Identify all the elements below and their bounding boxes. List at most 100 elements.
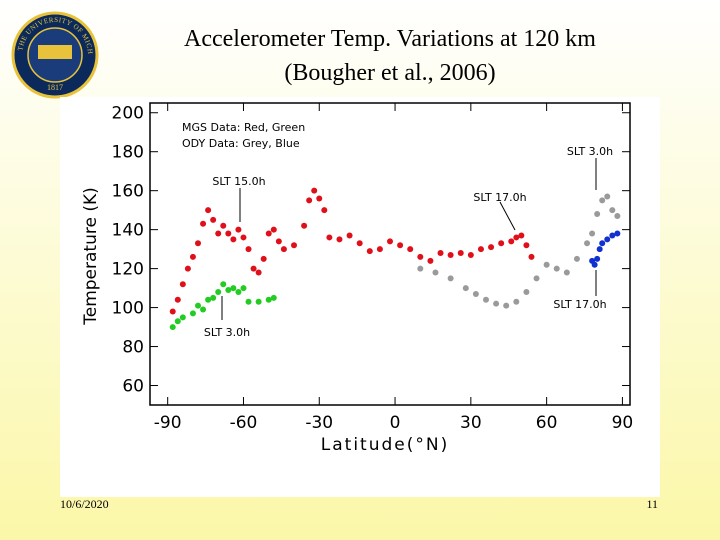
- x-tick-label: 30: [460, 413, 482, 433]
- logo-year: 1817: [47, 83, 63, 92]
- point: [235, 288, 242, 295]
- point: [356, 240, 363, 247]
- point: [311, 187, 318, 194]
- point: [609, 207, 616, 214]
- point: [533, 275, 540, 282]
- annotation: ODY Data: Grey, Blue: [182, 137, 300, 150]
- point: [210, 294, 217, 301]
- point: [225, 230, 232, 237]
- point: [437, 250, 444, 257]
- annotation: SLT 17.0h: [553, 298, 606, 311]
- leaders: [221, 158, 597, 320]
- point: [245, 298, 252, 305]
- point: [240, 234, 247, 241]
- chart-panel: [60, 97, 660, 497]
- point: [596, 246, 603, 253]
- point: [169, 324, 176, 331]
- point: [230, 236, 237, 243]
- point: [508, 238, 515, 245]
- date: 10/6/2020: [60, 497, 109, 511]
- point: [609, 232, 616, 239]
- x-tick-label: 90: [612, 413, 634, 433]
- point: [321, 207, 328, 214]
- point: [275, 238, 282, 245]
- point: [326, 234, 333, 241]
- point: [417, 265, 424, 272]
- point: [591, 261, 598, 268]
- page-number: 11: [646, 497, 658, 511]
- point: [503, 302, 510, 309]
- point: [179, 281, 186, 288]
- point: [523, 288, 530, 295]
- point: [614, 213, 621, 220]
- point: [255, 269, 262, 276]
- plot: 60 80 100 120 140 160 180 200 -90 -60 -30 0 30 60 90 MG…: [112, 102, 634, 433]
- point: [483, 296, 489, 303]
- point: [498, 240, 505, 247]
- point: [594, 255, 601, 262]
- point: [467, 251, 474, 258]
- point: [513, 234, 520, 241]
- point: [573, 255, 580, 262]
- point: [387, 238, 393, 245]
- point: [225, 287, 232, 294]
- logo-banner: [38, 45, 72, 59]
- point: [397, 242, 404, 249]
- point: [614, 230, 621, 237]
- point: [235, 226, 242, 233]
- point: [205, 296, 212, 303]
- point: [599, 197, 606, 204]
- y-tick-label: 60: [122, 377, 144, 397]
- point: [189, 310, 196, 317]
- point: [523, 242, 530, 249]
- annotation: SLT 3.0h: [567, 145, 613, 158]
- point: [513, 298, 520, 305]
- point: [563, 269, 570, 276]
- point: [336, 236, 343, 243]
- point: [407, 246, 414, 253]
- annotation: SLT 15.0h: [212, 175, 265, 188]
- point: [316, 195, 323, 202]
- point: [301, 222, 308, 229]
- point: [184, 265, 191, 272]
- y-tick-label: 100: [112, 299, 144, 319]
- point: [179, 314, 186, 321]
- point: [457, 250, 464, 257]
- annotation: MGS Data: Red, Green: [182, 121, 305, 134]
- subtitle: (Bougher et al., 2006): [284, 60, 495, 86]
- point: [594, 211, 601, 218]
- point: [599, 240, 606, 247]
- x-tick-label: 0: [390, 413, 401, 433]
- point: [195, 240, 201, 247]
- y-tick-label: 80: [122, 338, 144, 358]
- point: [346, 232, 353, 239]
- point: [543, 261, 550, 268]
- point: [493, 300, 500, 307]
- point: [280, 246, 287, 253]
- point: [220, 222, 227, 229]
- point: [477, 246, 484, 253]
- point: [200, 306, 207, 313]
- point: [215, 288, 222, 295]
- point: [472, 290, 479, 297]
- point: [584, 240, 591, 247]
- y-tick-label: 160: [112, 182, 144, 202]
- point: [210, 216, 217, 223]
- point: [427, 257, 434, 264]
- x-tick-label: -60: [230, 413, 258, 433]
- point: [366, 248, 373, 255]
- point: [169, 308, 176, 315]
- point: [200, 220, 207, 227]
- x-tick-label: -30: [305, 413, 333, 433]
- y-axis-label: Temperature (K): [81, 187, 101, 326]
- point: [604, 236, 611, 243]
- point: [518, 232, 525, 239]
- y-tick-label: 200: [112, 104, 144, 124]
- point: [250, 265, 257, 272]
- point: [447, 275, 454, 282]
- point: [528, 253, 535, 260]
- point: [306, 197, 313, 204]
- x-tick-label: 60: [536, 413, 558, 433]
